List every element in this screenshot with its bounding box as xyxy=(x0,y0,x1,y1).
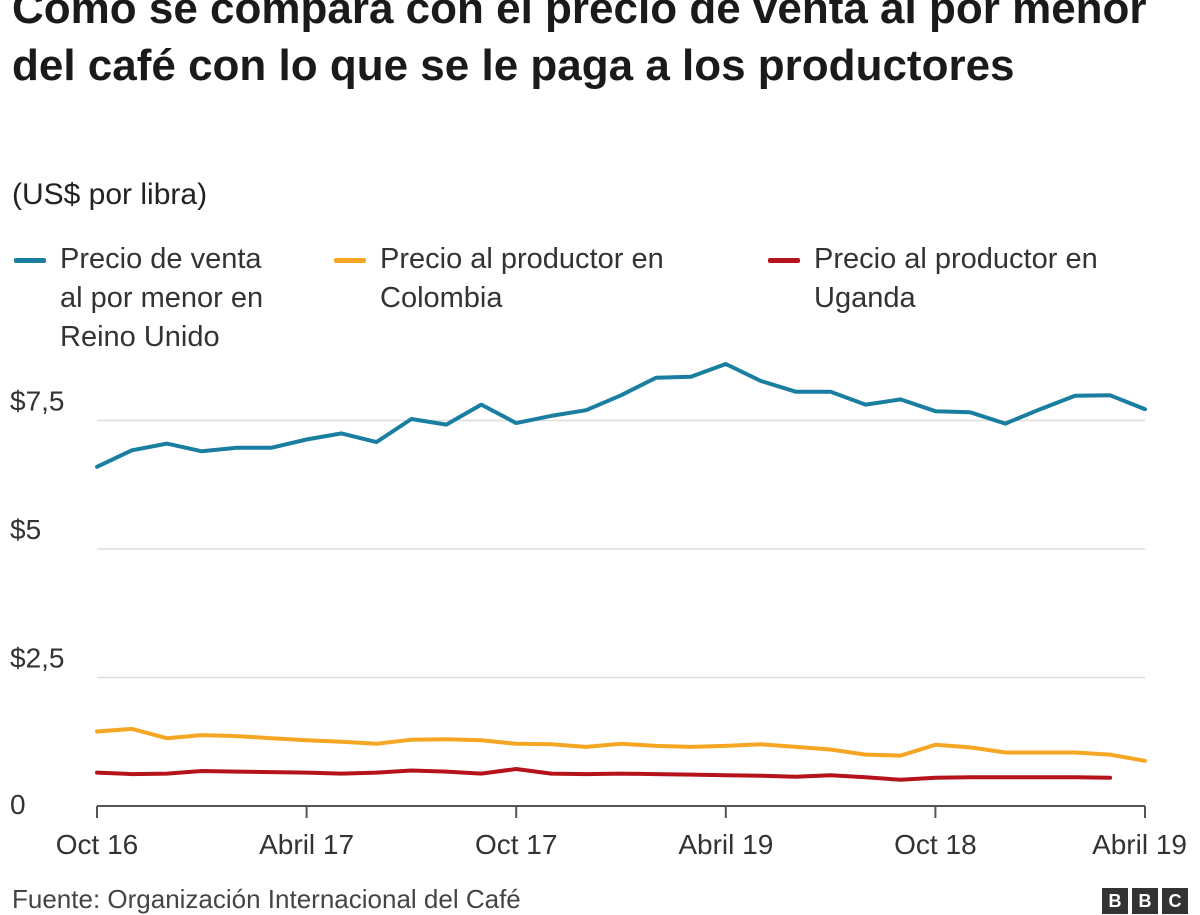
y-tick-label: 0 xyxy=(10,789,26,820)
chart-subtitle: (US$ por libra) xyxy=(12,178,208,211)
bbc-logo-letter: B xyxy=(1132,888,1158,914)
bbc-logo: B B C xyxy=(1102,888,1188,914)
chart-legend: Precio de venta al por menor en Reino Un… xyxy=(0,240,1200,360)
x-tick-label: Oct 17 xyxy=(475,829,557,860)
y-tick-label: $7,5 xyxy=(10,386,65,417)
bbc-logo-letter: C xyxy=(1162,888,1188,914)
y-tick-label: $5 xyxy=(10,514,41,545)
legend-swatch-uganda-producer xyxy=(768,258,800,263)
x-tick-label: Oct 18 xyxy=(894,829,976,860)
x-tick-label: Abril 19 xyxy=(678,829,773,860)
x-tick-label: Abril 17 xyxy=(259,829,354,860)
legend-item-colombia-producer: Precio al productor en Colombia xyxy=(334,240,664,318)
chart-title: Cómo se compara con el precio de venta a… xyxy=(12,0,1147,90)
legend-item-uk-retail: Precio de venta al por menor en Reino Un… xyxy=(14,240,263,357)
legend-label-uganda-producer: Precio al productor en Uganda xyxy=(814,243,1098,314)
legend-label-uk-retail: Precio de venta al por menor en Reino Un… xyxy=(60,243,264,353)
series-line-2 xyxy=(95,767,1113,782)
line-chart: 0 $2,5 $5 $7,5 Oct 16 Abril 17 Oct 17 Abril 19 O… xyxy=(10,362,1187,860)
y-tick-label: $2,5 xyxy=(10,643,65,674)
legend-swatch-colombia-producer xyxy=(334,258,366,263)
x-tick-label: Abril 19 xyxy=(1092,829,1187,860)
legend-swatch-uk-retail xyxy=(14,258,46,263)
legend-item-uganda-producer: Precio al productor en Uganda xyxy=(768,240,1098,318)
legend-label-colombia-producer: Precio al productor en Colombia xyxy=(380,243,664,314)
bbc-logo-letter: B xyxy=(1102,888,1128,914)
series-line-0 xyxy=(95,362,1147,469)
series-line-1 xyxy=(95,726,1147,763)
x-tick-label: Oct 16 xyxy=(56,829,138,860)
